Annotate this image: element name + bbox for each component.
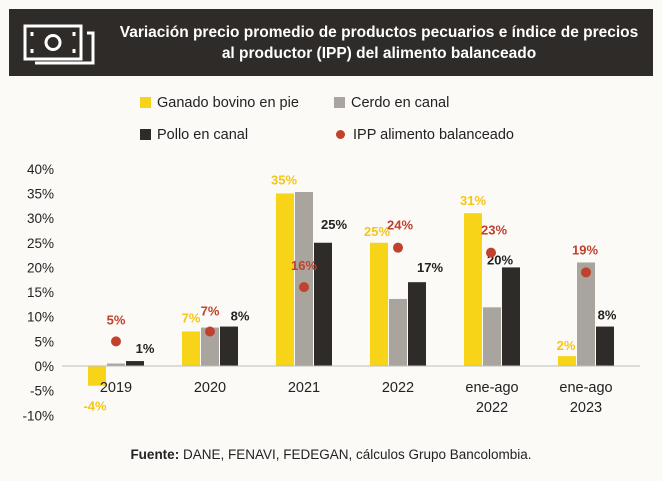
y-tick-label: 35% — [27, 186, 54, 201]
legend-label-ipp: IPP alimento balanceado — [353, 127, 514, 143]
bar-ganado — [88, 366, 106, 386]
bar-pollo — [126, 361, 144, 366]
ipp-point — [205, 326, 215, 337]
ipp-point — [111, 336, 121, 347]
y-tick-label: -10% — [22, 408, 54, 423]
bar-pollo — [502, 267, 520, 366]
ipp-label: 7% — [201, 303, 220, 318]
bar-pollo — [596, 326, 614, 366]
y-tick-label: 0% — [34, 359, 54, 374]
y-tick-label: 15% — [27, 285, 54, 300]
legend-swatch-ganado — [140, 97, 151, 108]
bar-label-pollo: 8% — [231, 309, 250, 324]
chart-title: Variación precio promedio de productos p… — [119, 24, 639, 62]
ipp-label: 24% — [387, 218, 413, 233]
bar-ganado — [558, 356, 576, 366]
y-tick-label: 30% — [27, 211, 54, 226]
bar-label-ganado: 25% — [364, 224, 390, 239]
bar-cerdo — [107, 363, 125, 366]
bar-pollo — [220, 326, 238, 366]
legend-label-cerdo: Cerdo en canal — [351, 95, 450, 111]
source-text: DANE, FENAVI, FEDEGAN, cálculos Grupo Ba… — [179, 447, 532, 462]
ipp-point — [486, 247, 496, 258]
bar-cerdo — [389, 298, 407, 366]
ipp-label: 19% — [572, 242, 598, 257]
money-bill-icon — [21, 23, 99, 70]
ipp-point — [581, 267, 591, 278]
legend-item-ipp: IPP alimento balanceado — [336, 127, 514, 143]
bar-cerdo — [577, 262, 595, 366]
bar-cerdo — [201, 327, 219, 366]
ipp-point — [299, 282, 309, 293]
y-tick-label: 10% — [27, 310, 54, 325]
bar-label-ganado: 2% — [557, 338, 576, 353]
y-tick-label: 5% — [34, 334, 54, 349]
legend-label-ganado: Ganado bovino en pie — [157, 95, 299, 111]
x-category-label: ene-ago — [465, 380, 518, 396]
bar-pollo — [408, 282, 426, 366]
legend-marker-ipp — [336, 130, 345, 139]
bar-label-pollo: 8% — [598, 308, 617, 323]
ipp-label: 23% — [481, 223, 507, 238]
source-label: Fuente: — [130, 447, 180, 462]
bar-ganado — [276, 193, 294, 366]
x-category-label: 2023 — [570, 400, 602, 416]
legend-item-ganado: Ganado bovino en pie — [140, 95, 299, 111]
bar-cerdo — [483, 307, 501, 366]
bar-ganado — [182, 331, 200, 366]
x-category-label: 2019 — [100, 380, 132, 396]
y-tick-label: 20% — [27, 260, 54, 275]
bar-ganado — [370, 242, 388, 366]
legend-swatch-cerdo — [334, 97, 345, 108]
legend-swatch-pollo — [140, 129, 151, 140]
x-category-label: 2020 — [194, 380, 226, 396]
legend-label-pollo: Pollo en canal — [157, 127, 249, 143]
x-category-label: 2022 — [476, 400, 508, 416]
source-note: Fuente: DANE, FENAVI, FEDEGAN, cálculos … — [0, 447, 662, 462]
x-category-label: 2022 — [382, 380, 414, 396]
legend-item-pollo: Pollo en canal — [140, 127, 248, 143]
legend-item-cerdo: Cerdo en canal — [334, 95, 449, 111]
bar-label-ganado: 31% — [460, 193, 486, 208]
y-tick-label: 40% — [27, 162, 54, 177]
bar-label-pollo: 1% — [136, 341, 155, 356]
bar-label-ganado: 35% — [271, 172, 297, 187]
bar-ganado — [464, 213, 482, 366]
y-tick-label: 25% — [27, 236, 54, 251]
ipp-point — [393, 242, 403, 253]
bar-label-ganado: -4% — [83, 399, 107, 414]
x-category-label: ene-ago — [559, 380, 612, 396]
bar-cerdo — [295, 191, 313, 366]
bar-pollo — [314, 242, 332, 366]
bar-label-ganado: 7% — [182, 310, 201, 325]
bar-label-pollo: 17% — [417, 260, 443, 275]
x-category-label: 2021 — [288, 380, 320, 396]
bar-label-pollo: 25% — [321, 217, 347, 232]
y-tick-label: -5% — [30, 384, 54, 399]
chart-header: Variación precio promedio de productos p… — [9, 9, 653, 76]
ipp-label: 5% — [107, 312, 126, 327]
ipp-label: 16% — [291, 258, 317, 273]
